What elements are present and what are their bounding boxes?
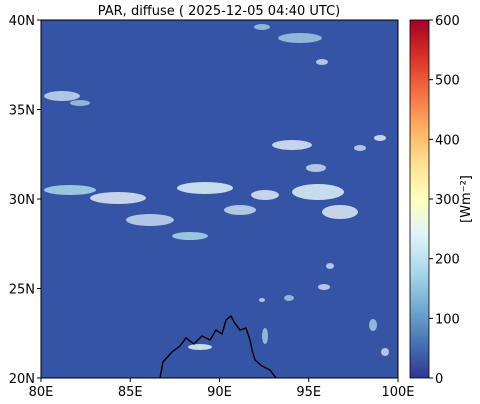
x-axis: 80E 85E 90E 95E 100E [29,378,415,400]
cloud-patch [318,284,330,290]
colorbar-bar [409,19,430,379]
cloud-patch [251,190,279,200]
y-tick-label: 35N [9,104,35,119]
cloud-patch [278,33,322,43]
cloud-patch [224,205,256,215]
cloud-patch [90,192,146,204]
cloud-patch [44,91,80,101]
map-panel [40,19,399,379]
cloud-patch [381,348,389,356]
y-tick-label: 40N [9,14,35,29]
y-tick-label: 30N [9,193,35,208]
x-tick-label: 90E [207,385,232,400]
cloud-patch [70,100,90,106]
cloud-patches [44,24,389,356]
cloud-patch [259,298,265,302]
colorbar-label: [Wm⁻²] [459,175,474,223]
cloud-patch [326,263,334,269]
cloud-patch [172,232,208,240]
cloud-patch [284,295,294,301]
cloud-patch [44,185,96,195]
colorbar-tick-label: 100 [435,312,460,327]
map-title: PAR, diffuse ( 2025-12-05 04:40 UTC) [98,4,341,19]
x-tick-label: 95E [296,385,321,400]
coastline [159,314,277,378]
cloud-patch [177,182,233,194]
cloud-patch [369,319,377,331]
x-tick-label: 85E [118,385,143,400]
cloud-patch [306,164,326,172]
y-tick-label: 25N [9,283,35,298]
cloud-patch [188,344,212,350]
cloud-patch [292,184,344,200]
colorbar-tick-label: 0 [435,372,443,387]
x-tick-label: 80E [29,385,54,400]
colorbar: 0 100 200 300 400 500 600 [Wm⁻²] [409,14,474,387]
cloud-patch [316,59,328,65]
colorbar-tick-label: 400 [435,133,460,148]
cloud-patch [262,328,268,344]
y-axis: 20N 25N 30N 35N 40N [9,14,41,387]
cloud-patch [354,145,366,151]
colorbar-tick-label: 500 [435,74,460,89]
colorbar-tick-label: 200 [435,253,460,268]
cloud-patch [322,205,358,219]
cloud-patch [374,135,386,141]
cloud-patch [272,140,312,150]
y-tick-label: 20N [9,372,35,387]
cloud-patch [126,214,174,226]
colorbar-tick-label: 600 [435,14,460,29]
x-tick-label: 100E [381,385,414,400]
colorbar-ticks: 0 100 200 300 400 500 600 [429,14,460,387]
colorbar-tick-label: 300 [435,193,460,208]
cloud-patch [254,24,270,30]
